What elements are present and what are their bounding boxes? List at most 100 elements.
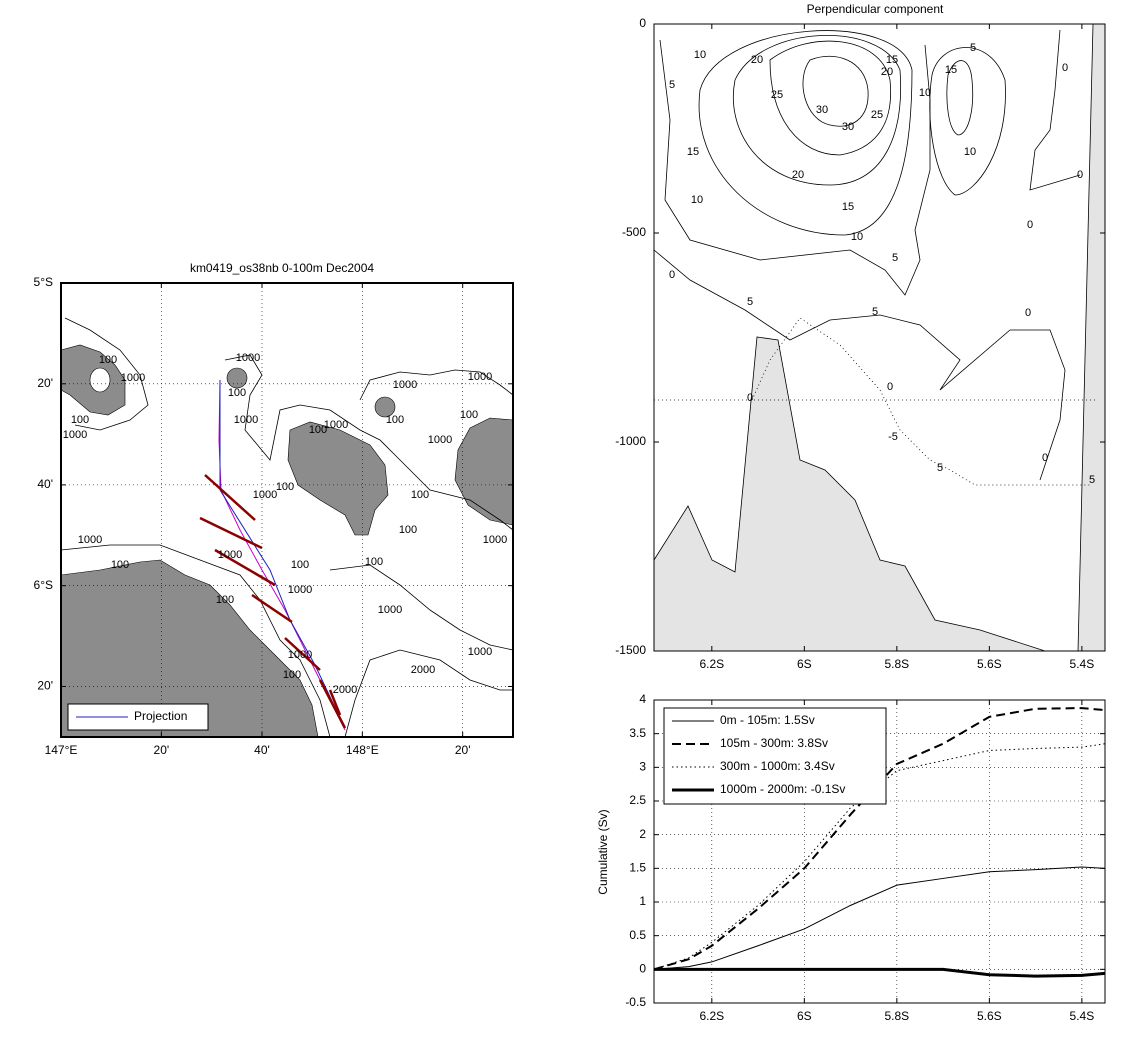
contour-label: 100 [411,489,429,501]
contour-label: 100 [365,556,383,568]
contour-label: 20 [792,169,804,181]
contour [733,35,902,186]
y-tick-label: 40' [37,477,53,491]
x-tick-label: 5.4S [1070,1009,1095,1023]
x-tick-label: 6S [797,657,812,671]
contour-label: 0 [887,381,893,393]
y-tick-label: 4 [639,692,646,706]
contour [60,544,331,738]
legend-box [663,707,887,805]
contour-label: 1000 [288,649,312,661]
contour-label: 1000 [468,371,492,383]
y-tick-label: 2.5 [629,793,646,807]
contour [769,40,892,156]
dotted-contour [751,317,1090,486]
contour-label: 100 [386,414,404,426]
projection-line [219,380,341,719]
x-tick-label: 5.8S [885,1009,910,1023]
x-tick-label: 6.2S [699,657,724,671]
contour [653,249,1066,481]
series-line [654,967,1106,978]
contour-label: 100 [460,409,478,421]
contour-label: 100 [228,387,246,399]
contour-label: 0 [747,392,753,404]
contour-label: 0 [1025,307,1031,319]
contour-label: 1000 [468,646,492,658]
contour-label: 100 [309,424,327,436]
land [60,559,319,738]
contour-label: -5 [888,431,898,443]
x-tick-label: 5.4S [1070,657,1095,671]
contour-label: 5 [892,252,898,264]
contour-label: 1000 [428,434,452,446]
contour-label: 15 [945,64,957,76]
x-tick-label: 5.6S [977,657,1002,671]
y-tick-label: 1 [639,894,646,908]
map-title: km0419_os38nb 0-100m Dec2004 [190,261,374,275]
legend-label: 105m - 300m: 3.8Sv [720,736,828,750]
contour [344,649,513,738]
legend-label: 300m - 1000m: 3.4Sv [720,759,835,773]
contour-label: 5 [937,462,943,474]
x-tick-label: 147°E [45,743,78,757]
contour-label: 1000 [483,534,507,546]
contour [224,354,514,531]
plot-frame [653,699,1106,1004]
x-tick-label: 40' [254,743,270,757]
contour-label: 100 [399,524,417,536]
x-tick-label: 148°E [346,743,379,757]
contour-label: 5 [970,42,976,54]
y-tick-label: 3.5 [629,726,646,740]
contour-label: 5 [747,296,753,308]
contour [329,564,514,651]
contour-label: 100 [71,414,89,426]
contour-label: 25 [771,89,783,101]
contour [659,39,931,296]
contour-label: 100 [216,594,234,606]
contour-label: 10 [691,194,703,206]
contour-label: 25 [871,109,883,121]
legend-label: Projection [134,709,187,723]
y-tick-label: -1000 [615,434,646,448]
contour-label: 1000 [63,429,87,441]
contour-label: 1000 [288,584,312,596]
y-tick-label: 3 [639,760,646,774]
contour-label: 1000 [234,414,258,426]
contour-label: 0 [1027,219,1033,231]
contour [1029,29,1081,191]
contour-label: 1000 [253,489,277,501]
contour-label: 20 [881,66,893,78]
contour-label: 1000 [121,372,145,384]
land [454,417,514,526]
contour-label: 1000 [78,534,102,546]
contour-label: 0 [1077,169,1083,181]
x-tick-label: 5.8S [885,657,910,671]
contour-label: 2000 [411,664,435,676]
contour [802,55,869,127]
contour-label: 1000 [378,604,402,616]
contour [64,317,149,431]
contour-label: 0 [669,269,675,281]
contour-label: 30 [816,104,828,116]
contour-label: 5 [872,306,878,318]
contour-label: 10 [694,49,706,61]
land [287,421,389,536]
y-tick-label: -0.5 [625,995,646,1009]
land [226,367,248,389]
land [374,396,396,418]
plot-frame [60,282,514,738]
contour-label: 0 [1042,452,1048,464]
y-tick-label: 2 [639,827,646,841]
map-layout [60,317,514,738]
contour-label: 100 [276,481,294,493]
contour-label: 100 [291,559,309,571]
y-tick-label: 5°S [34,275,53,289]
land [60,344,126,416]
contour-label: 15 [886,54,898,66]
y-tick-label: -1500 [615,643,646,657]
contour-label: 5 [1089,474,1095,486]
contour-label: 30 [842,121,854,133]
contour-label: 1000 [218,549,242,561]
x-tick-label: 5.6S [977,1009,1002,1023]
